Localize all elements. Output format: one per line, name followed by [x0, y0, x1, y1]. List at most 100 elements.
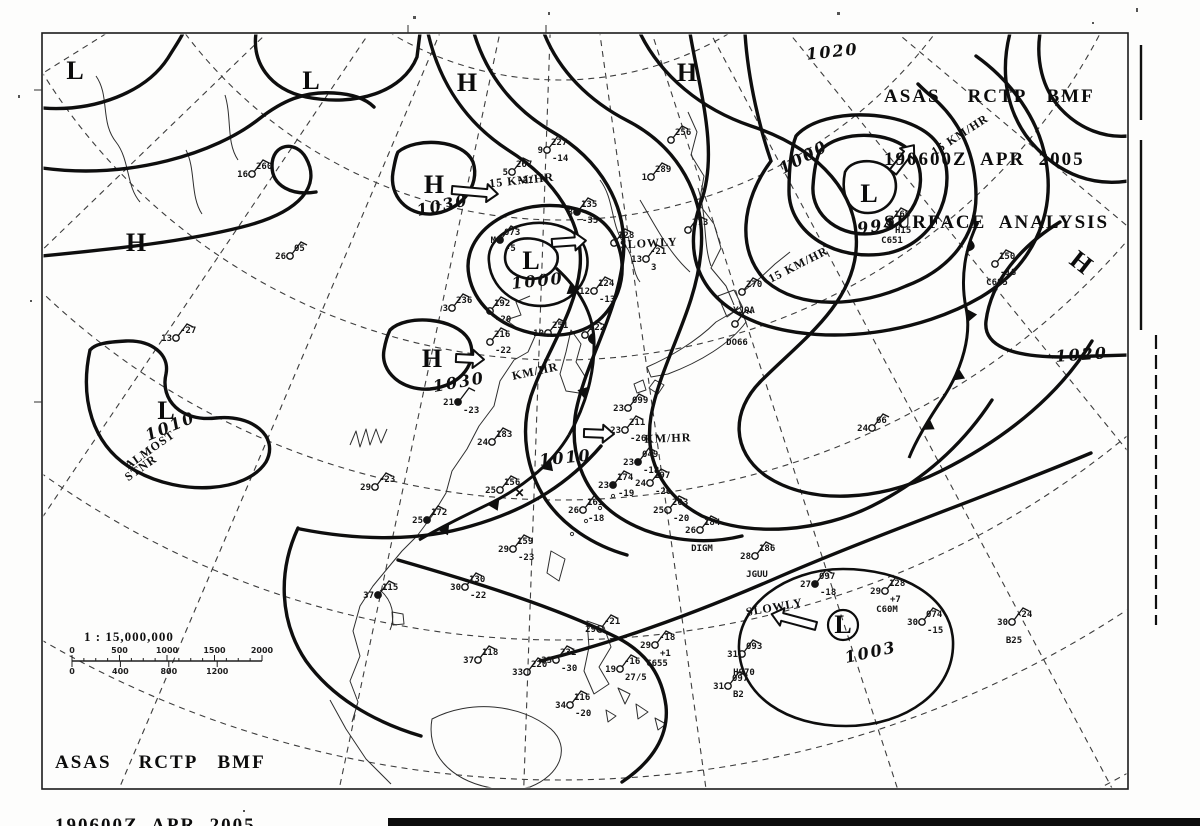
station-pressure: 184 [704, 518, 721, 528]
station-plot: 256 [667, 125, 691, 144]
scale-km-label: 2000 [251, 646, 274, 655]
pressure-center-symbol: L [66, 56, 83, 85]
station-plots: 16260260513-279227-145267-218135-35M073-… [161, 125, 1033, 719]
station-plot: 24 183 [477, 427, 512, 448]
station-pressure: 115 [382, 583, 398, 593]
title-line-1: ASAS RCTP BMF [884, 86, 1095, 107]
station-plot: 26 161 -18 [568, 495, 604, 524]
station-pressure: 097 [732, 674, 748, 684]
station-plot: 33 231 -30 [541, 645, 577, 674]
station-pressure: 128 [889, 579, 905, 589]
station-temp: 26 [685, 526, 696, 536]
station-plot: 24 197 -20 [635, 468, 671, 497]
movement-arrow [450, 183, 499, 203]
station-pressure: 169 [894, 210, 910, 220]
station-pressure: 128 [618, 231, 634, 241]
station-tendency: -22 [495, 346, 511, 356]
station-temp: 23 [613, 404, 624, 414]
station-pressure: 135 [581, 200, 597, 210]
station-plot: 122 [581, 320, 605, 339]
station-temp: 24 [857, 424, 868, 434]
station-temp: 1 [642, 173, 647, 183]
scale-mile-label: 0 [69, 667, 75, 676]
station-temp: 26 [568, 506, 579, 516]
title-block-bottom-left: ASAS RCTP BMF 190600Z APR 2005 SURFACE A… [55, 710, 280, 826]
scale-km-label: 1500 [203, 646, 226, 655]
station-temp: 27 [800, 580, 811, 590]
pressure-center: L [66, 56, 83, 85]
station-pressure: 211 [629, 418, 645, 428]
station-plot: 12 124 -13 [579, 276, 615, 305]
station-temp: 29 [640, 641, 651, 651]
station-plot: 27 097 -18 [800, 569, 836, 598]
station-plot: 128 [610, 228, 634, 247]
station-temp: 13 [161, 334, 172, 344]
station-id: C60M [876, 605, 898, 615]
scale-km-label: 1000 [156, 646, 179, 655]
station-tendency: -20 [655, 487, 671, 497]
pressure-center-symbol: H [457, 68, 477, 97]
station-tendency: -20 [673, 514, 689, 524]
station-pressure: 161 [587, 498, 603, 508]
station-tendency: -20 [495, 315, 511, 325]
pressure-center: H [126, 228, 146, 257]
station-pressure: 273 [692, 218, 708, 228]
movement-arrow [454, 348, 485, 369]
station-pressure: 093 [746, 642, 762, 652]
station-plot: 16 260 [237, 159, 272, 180]
fronts [418, 221, 980, 542]
station-tendency: -18 [643, 466, 659, 476]
station-tendency: -14 [552, 154, 569, 164]
pressure-center-symbol: L [302, 66, 319, 95]
scale-ratio-label: 1 : 15,000,000 [84, 629, 174, 644]
station-pressure: 186 [759, 544, 775, 554]
station-pressure: 183 [496, 430, 512, 440]
station-id: YJQA [733, 306, 755, 316]
station-pressure: -21 [604, 617, 620, 627]
station-id: C655 [646, 659, 668, 669]
station-plot: 29 -21 [585, 614, 620, 635]
station-plot: 10 251 [533, 318, 568, 339]
station-temp: 31 [727, 650, 738, 660]
station-tendency: -18 [820, 588, 836, 598]
station-plot: 1 289 [642, 162, 671, 183]
station-plot: 3 236 [443, 293, 472, 314]
pressure-center-symbol: H [424, 170, 444, 199]
station-plot: 30 -24 B25 [997, 607, 1033, 646]
station-temp: 37 [463, 656, 474, 666]
movement-arrow [582, 423, 615, 444]
annotation: KM/HR [511, 359, 560, 382]
annotation: KM/HR [644, 430, 691, 446]
station-temp: 29 [585, 625, 596, 635]
title-line-2: 190600Z APR 2005 [884, 149, 1085, 170]
station-temp: 3 [443, 304, 448, 314]
station-tendency: -26 [630, 434, 646, 444]
station-plot: 24 66 [857, 413, 890, 434]
station-pressure: 05 [294, 244, 305, 254]
title-line-2: 190600Z APR 2005 [55, 815, 256, 826]
station-pressure: 260 [256, 162, 272, 172]
annotation: ✕ [514, 486, 525, 500]
station-temp: 30 [997, 618, 1008, 628]
station-plot: 5 267 -21 [503, 157, 533, 186]
station-pressure: 073 [504, 228, 520, 238]
station-pressure: -16 [624, 657, 640, 667]
station-temp: 25 [412, 516, 423, 526]
station-plot: 13 -21 3 [631, 244, 666, 273]
station-plot: 30 130 -22 [450, 572, 486, 601]
station-plot: 37 118 [463, 645, 498, 666]
station-temp: 31 [713, 682, 724, 692]
station-pressure: 049 [642, 450, 658, 460]
pressure-center-symbol: H [422, 344, 442, 373]
map-scale: 1 : 15,000,000 0 500 1000 1500 2000 0 400 800 12… [69, 629, 273, 676]
pressure-center-symbol: L [157, 396, 174, 425]
station-pressure: -21 [650, 247, 666, 257]
station-pressure: 192 [494, 299, 510, 309]
station-temp: 34 [555, 701, 566, 711]
